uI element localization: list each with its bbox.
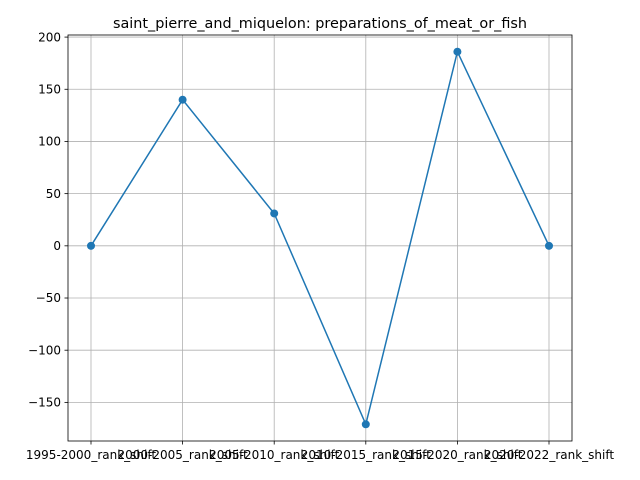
axes-layer: 1995-2000_rank_shift2000-2005_rank_shift… — [26, 30, 614, 462]
y-tick-label: 50 — [46, 187, 61, 201]
x-tick-label: 1995-2000_rank_shift — [26, 448, 156, 462]
grid-layer — [68, 35, 572, 441]
y-tick-label: −100 — [28, 343, 61, 357]
y-tick-label: 200 — [38, 30, 61, 44]
series-line — [90, 49, 550, 427]
x-tick-label: 2015-2020_rank_shift — [392, 448, 522, 462]
data-point — [361, 420, 370, 429]
chart-title: saint_pierre_and_miquelon: preparations_… — [113, 16, 527, 32]
y-tick-label: 0 — [53, 239, 61, 253]
data-point — [87, 241, 95, 250]
x-tick-label: 2010-2015_rank_shift — [301, 448, 431, 462]
data-point — [545, 241, 553, 250]
y-tick-label: 100 — [38, 135, 61, 149]
x-tick-label: 2005-2010_rank_shift — [209, 448, 339, 462]
y-tick-label: 150 — [38, 82, 61, 96]
data-point — [270, 209, 279, 218]
x-tick-label: 2020-2022_rank_shift — [484, 448, 614, 462]
y-tick-label: −50 — [36, 291, 61, 305]
y-tick-label: −150 — [28, 396, 61, 410]
plot-frame — [67, 34, 573, 442]
x-tick-label: 2000-2005_rank_shift — [118, 448, 248, 462]
series-layer — [87, 47, 553, 429]
data-point — [453, 47, 462, 56]
data-point — [178, 95, 187, 104]
